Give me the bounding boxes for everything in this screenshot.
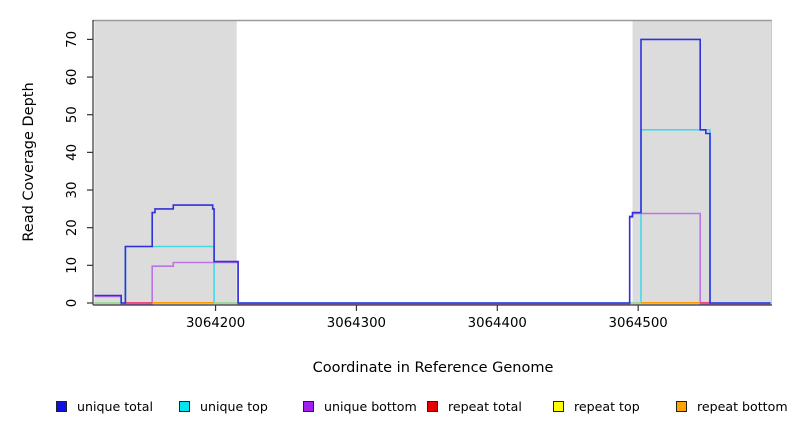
legend-swatch (179, 400, 190, 412)
y-tick-label: 30 (65, 182, 80, 199)
legend-item-unique-bottom: unique bottom (303, 398, 417, 414)
legend-item-repeat-bottom: repeat bottom (676, 398, 788, 414)
legend-item-unique-total: unique total (56, 398, 153, 414)
repeat-region-right (632, 20, 772, 305)
y-axis-title: Read Coverage Depth (21, 82, 37, 241)
x-tick-label: 3064400 (468, 316, 527, 331)
legend-swatch (553, 400, 564, 412)
x-tick-label: 3064200 (186, 316, 245, 331)
legend-swatch (427, 400, 438, 412)
legend-item-repeat-top: repeat top (553, 398, 640, 414)
legend-swatch (303, 400, 314, 412)
x-tick-label: 3064300 (327, 316, 386, 331)
y-tick-label: 10 (65, 257, 80, 274)
legend: unique total unique top unique bottom repea… (0, 398, 792, 418)
x-tick-label: 3064500 (609, 316, 668, 331)
legend-label: repeat total (448, 398, 522, 414)
y-tick-label: 20 (65, 219, 80, 236)
y-tick-label: 0 (65, 299, 80, 307)
legend-swatch (676, 400, 687, 412)
legend-label: unique total (77, 398, 153, 414)
shaded-regions-layer (94, 20, 772, 305)
legend-label: unique bottom (324, 398, 417, 414)
y-tick-label: 70 (65, 31, 80, 48)
legend-label: repeat bottom (697, 398, 788, 414)
y-tick-label: 40 (65, 144, 80, 161)
y-tick-label: 50 (65, 106, 80, 123)
ticks-layer: 3064200 3064300 3064400 3064500 0 10 20 30 40 50 6… (65, 31, 668, 331)
x-axis-title: Coordinate in Reference Genome (313, 360, 554, 376)
coverage-plot: 3064200 3064300 3064400 3064500 0 10 20 30 40 50 6… (21, 19, 772, 376)
y-tick-label: 60 (65, 69, 80, 86)
legend-swatch (56, 400, 67, 412)
repeat-region-left (94, 20, 237, 305)
series-layer (94, 38, 771, 305)
legend-label: repeat top (574, 398, 640, 414)
legend-item-unique-top: unique top (179, 398, 268, 414)
series-line-unique-total (94, 38, 771, 304)
legend-label: unique top (200, 398, 268, 414)
legend-item-repeat-total: repeat total (427, 398, 522, 414)
